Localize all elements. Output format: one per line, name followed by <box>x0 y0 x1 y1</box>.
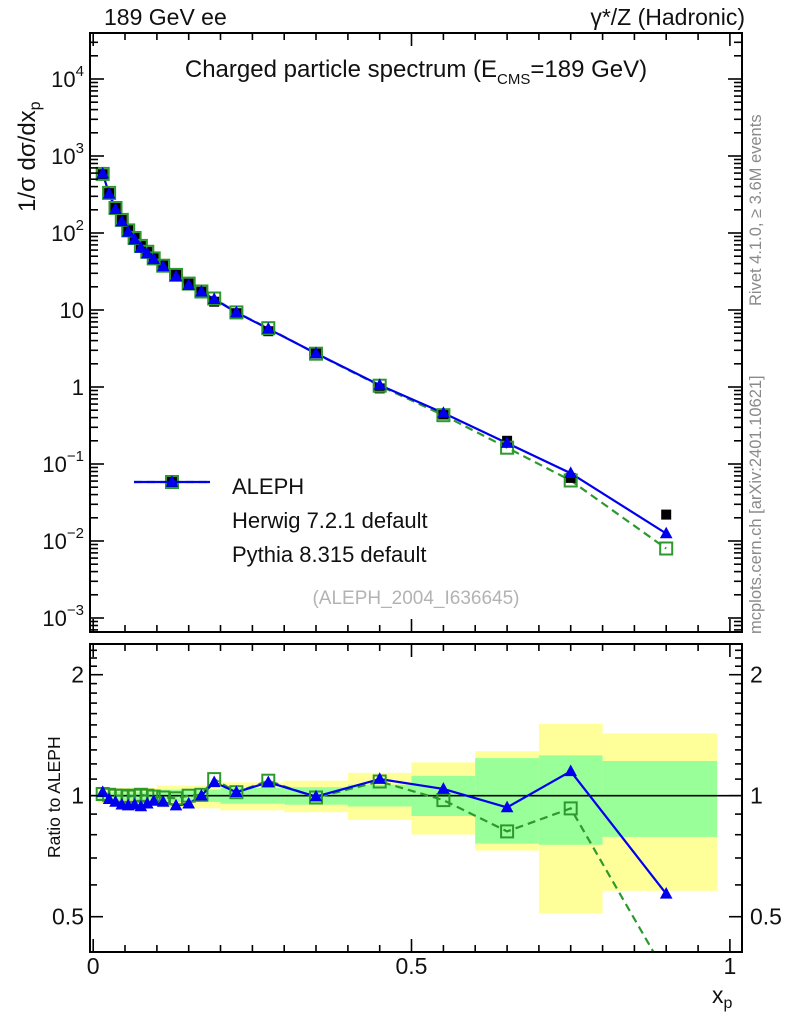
process-label: γ*/Z (Hadronic) <box>590 4 745 30</box>
rivet-version-caption: Rivet 4.1.0, ≥ 3.6M events <box>747 114 765 306</box>
ratio-y-tick-label-left: 1 <box>71 783 84 809</box>
ratio-y-tick-label-right: 2 <box>750 662 763 688</box>
legend-item-aleph: ALEPH <box>132 470 428 504</box>
pythia-marker-sample <box>132 475 212 567</box>
x-tick-label: 1 <box>724 953 737 979</box>
herwig-marker-sample <box>132 475 212 533</box>
plot-title-post: =189 GeV) <box>530 56 648 83</box>
plot-title-subscript: CMS <box>497 71 531 88</box>
x-tick-label: 0 <box>87 953 100 979</box>
ratio-uncertainty-bands <box>98 723 718 914</box>
main-markers-aleph <box>97 169 672 520</box>
main-y-tick-label: 1 <box>72 375 84 400</box>
main-y-axis-label-subscript: p <box>27 101 44 111</box>
legend-item-herwig: Herwig 7.2.1 default <box>132 475 428 538</box>
x-axis-label-text: x <box>712 982 724 1008</box>
analysis-id-watermark: (ALEPH_2004_I636645) <box>312 588 520 609</box>
ratio-y-tick-label-left: 2 <box>71 662 84 688</box>
axis-ticks <box>90 33 742 952</box>
main-y-tick-label: 10−1 <box>42 448 84 477</box>
main-y-tick-label: 10−3 <box>42 602 84 631</box>
x-axis-label-subscript: p <box>723 995 733 1012</box>
legend-label-herwig: Herwig 7.2.1 default <box>232 508 428 533</box>
ratio-series <box>95 764 673 952</box>
main-y-axis-label-text: 1/σ dσ/dx <box>14 110 41 212</box>
x-axis-label: xp <box>712 982 732 1013</box>
legend-item-pythia: Pythia 8.315 default <box>132 475 428 572</box>
main-y-tick-label: 103 <box>51 140 84 169</box>
main-markers-pythia <box>96 166 673 539</box>
plot-title: Charged particle spectrum (ECMS=189 GeV) <box>90 56 742 88</box>
ratio-y-axis-label: Ratio to ALEPH <box>44 736 64 858</box>
plot-title-pre: Charged particle spectrum (E <box>184 56 498 83</box>
main-y-axis-label: 1/σ dσ/dxp <box>14 101 45 212</box>
ratio-y-tick-label-right: 0.5 <box>750 904 782 930</box>
main-y-tick-label: 104 <box>51 63 84 92</box>
legend: ALEPH Herwig 7.2.1 default Pythia 8.315 … <box>132 470 428 572</box>
legend-label-pythia: Pythia 8.315 default <box>232 542 427 567</box>
legend-label-aleph: ALEPH <box>232 474 305 499</box>
main-y-tick-label: 102 <box>51 217 84 246</box>
ratio-y-tick-label-left: 0.5 <box>52 904 84 930</box>
ratio-panel-frame <box>89 643 743 953</box>
main-y-tick-label: 10−2 <box>42 525 84 554</box>
ratio-markers-pythia <box>96 764 673 899</box>
mcplots-arxiv-caption: mcplots.cern.ch [arXiv:2401.10621] <box>747 375 765 634</box>
ratio-y-tick-label-right: 1 <box>750 783 763 809</box>
green-band-segment <box>602 761 718 837</box>
main-series <box>95 166 674 556</box>
main-y-tick-label: 10 <box>60 298 84 323</box>
x-tick-label: 0.5 <box>396 953 428 979</box>
beam-energy-label: 189 GeV ee <box>104 4 227 30</box>
